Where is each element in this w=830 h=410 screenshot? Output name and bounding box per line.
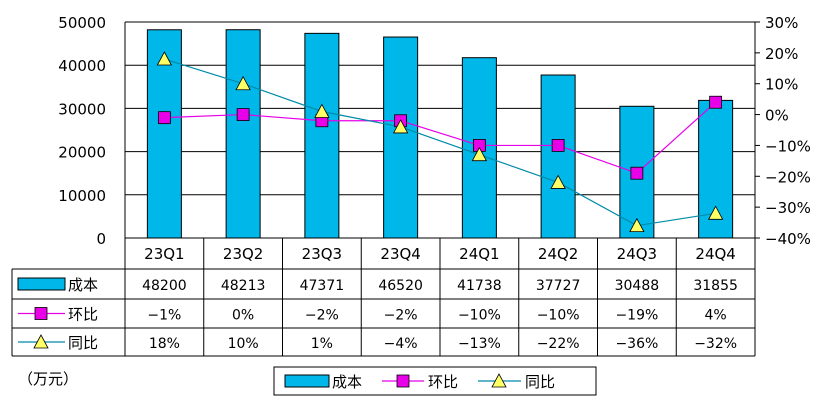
unit-note: （万元） [18,370,78,388]
legend-key-tongbi-marker [491,373,507,388]
category-label: 24Q4 [695,245,735,263]
huanbi-line [164,101,717,174]
ratio-lines [156,51,724,233]
gridlines [125,21,755,196]
table-cell: 48213 [221,278,266,294]
category-label: 24Q2 [538,245,578,263]
cost-bar [304,32,340,239]
left-tick-label: 10000 [58,187,106,205]
table-cell: 46520 [378,278,423,294]
right-tick-label: 20% [765,45,798,63]
table-row-label: 环比 [68,306,98,324]
table-cell: −1% [147,308,181,324]
cost-bars [146,29,734,239]
table-cell: −36% [615,336,658,352]
huanbi-point [630,166,644,180]
category-label: 23Q1 [144,245,184,263]
tongbi-point [471,146,488,162]
right-tick-label: −10% [765,137,811,155]
tongbi-point [629,217,645,233]
table-cell: −22% [537,336,580,352]
legend-label: 同比 [525,373,555,391]
legend-label: 成本 [332,373,362,391]
table-cell: −10% [537,308,580,324]
table-key-huanbi-marker [34,307,48,320]
right-tick-label: 30% [765,14,798,32]
legend-key-cost [284,374,330,388]
tongbi-point [314,103,330,118]
cost-bar [225,29,261,239]
right-tick-label: −40% [765,230,811,248]
table-cell: 10% [228,336,259,352]
table-key-cost [17,277,66,291]
table-row-label: 同比 [68,334,98,352]
table-cell: −32% [694,336,737,352]
category-label: 23Q2 [223,245,263,263]
tongbi-point [550,174,566,189]
category-label: 23Q3 [302,245,342,263]
left-tick-label: 50000 [58,14,106,32]
right-tick-label: −20% [765,168,811,186]
huanbi-point [709,95,723,109]
table-cell: −2% [384,308,418,324]
cost-bar [540,74,576,239]
table-cell: 37727 [536,278,581,294]
category-label: 24Q1 [459,245,499,263]
table-cell: −4% [384,336,418,352]
table-key-tongbi-marker [33,334,49,349]
left-tick-label: 20000 [58,144,106,162]
table-cell: 1% [311,336,333,352]
data-table: 23Q1 23Q2 23Q3 23Q4 24Q1 24Q2 24Q3 24Q4 成本 48200 4… [11,237,756,357]
legend-label: 环比 [428,373,458,391]
table-cell: 41738 [457,278,502,294]
table-cell: 0% [232,308,254,324]
table-cell: 31855 [693,278,738,294]
tongbi-line [164,58,716,227]
tongbi-point [156,51,173,66]
right-tick-label: −30% [765,199,811,217]
category-label: 23Q4 [380,245,420,263]
tongbi-point [235,75,251,91]
huanbi-point [236,108,250,121]
table-cell: 48200 [142,278,187,294]
table-cell: −13% [458,336,501,352]
legend-key-huanbi-marker [396,374,410,388]
table-cell: −10% [458,308,501,324]
table-cell: −19% [615,308,658,324]
table-row-label: 成本 [68,276,98,294]
right-tick-label: 10% [765,76,798,94]
tongbi-point [707,205,724,220]
category-label: 24Q3 [617,245,657,263]
cost-bar [383,36,419,239]
huanbi-point [157,111,171,125]
left-tick-label: 0 [96,230,106,248]
huanbi-point [551,139,565,152]
table-cell: 4% [705,308,727,324]
left-tick-label: 40000 [58,57,106,75]
tongbi-point [392,119,409,134]
left-tick-label: 30000 [58,100,106,118]
right-tick-label: 0% [765,107,789,125]
legend: 成本 环比 同比 [273,366,597,396]
axes: 0 10000 20000 30000 40000 50000 −40% −30% −20% −1… [58,14,811,248]
table-cell: −2% [305,308,339,324]
table-cell: 18% [149,336,180,352]
table-cell: 30488 [615,278,660,294]
table-cell: 47371 [300,278,345,294]
